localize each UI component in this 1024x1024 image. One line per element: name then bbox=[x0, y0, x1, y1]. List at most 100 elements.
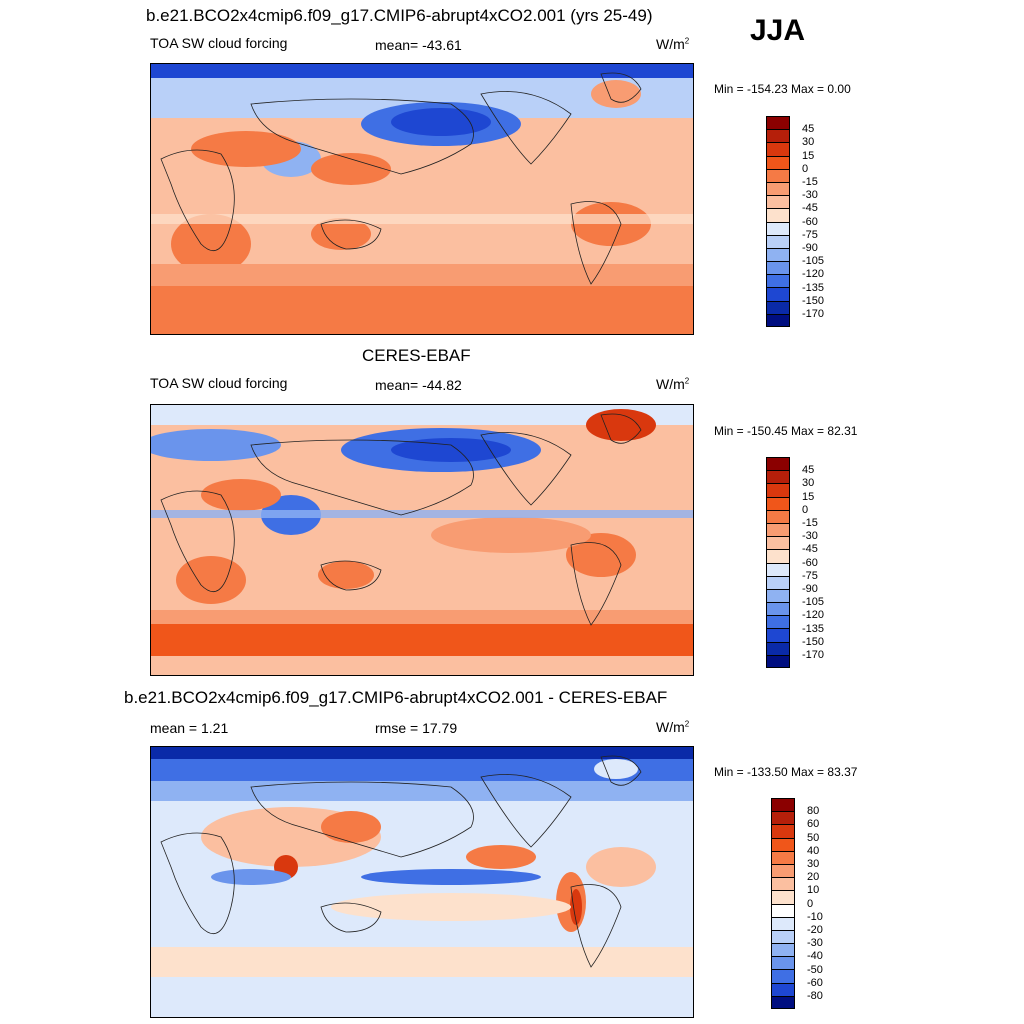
colorbar-swatch bbox=[766, 247, 790, 262]
colorbar-swatch bbox=[766, 142, 790, 156]
colorbar-swatch bbox=[771, 890, 795, 904]
colorbar-label: -60 bbox=[802, 215, 818, 228]
colorbar-label: 30 bbox=[807, 858, 820, 870]
panel-2-title: CERES-EBAF bbox=[362, 346, 471, 365]
colorbar-label: -105 bbox=[802, 255, 825, 268]
colorbar-swatch bbox=[771, 811, 795, 825]
colorbar-swatch bbox=[766, 300, 790, 314]
colorbar-swatch bbox=[766, 221, 790, 235]
panel-3-rmse-label: rmse = 17.79 bbox=[375, 720, 458, 736]
panel-1-map bbox=[150, 63, 694, 335]
colorbar-swatch bbox=[766, 155, 790, 169]
panel-2-colorbar: 45 30 15 0 -15 -30 -45 -60 -75 -90 -105 -120 -135 -15… bbox=[766, 457, 824, 668]
panel-3-mean-label: mean = 1.21 bbox=[150, 720, 229, 736]
colorbar-label: 15 bbox=[802, 149, 815, 162]
colorbar-label: 30 bbox=[802, 477, 815, 490]
colorbar-label: 0 bbox=[802, 162, 809, 175]
colorbar-label: 80 bbox=[807, 805, 820, 818]
colorbar-label: -60 bbox=[807, 976, 823, 989]
colorbar-label: -50 bbox=[807, 963, 823, 976]
colorbar-label: 0 bbox=[802, 503, 809, 516]
colorbar-label: -135 bbox=[802, 622, 825, 635]
colorbar-swatch bbox=[771, 969, 795, 983]
colorbar-swatch bbox=[766, 195, 790, 209]
colorbar-swatch bbox=[766, 549, 790, 563]
colorbar-label: -150 bbox=[802, 294, 825, 307]
colorbar-swatch bbox=[766, 562, 790, 576]
colorbar-swatch bbox=[771, 956, 795, 970]
colorbar-label: 60 bbox=[807, 818, 820, 831]
panel-1-variable-label: TOA SW cloud forcing bbox=[150, 35, 288, 51]
colorbar-swatch bbox=[771, 824, 795, 838]
panel-3-map bbox=[150, 746, 694, 1018]
colorbar-swatch bbox=[766, 168, 790, 182]
colorbar-label: -15 bbox=[802, 517, 818, 529]
colorbar-label: -90 bbox=[802, 242, 818, 254]
colorbar-label: 45 bbox=[802, 123, 815, 136]
colorbar-label: 20 bbox=[807, 871, 820, 884]
colorbar-swatch bbox=[771, 982, 795, 996]
colorbar-swatch bbox=[771, 877, 795, 891]
panel-2-map-field bbox=[151, 405, 693, 675]
colorbar-swatch bbox=[771, 837, 795, 851]
colorbar-label: -80 bbox=[807, 990, 823, 1002]
colorbar-label: 40 bbox=[807, 844, 820, 857]
colorbar-label: -60 bbox=[802, 556, 818, 569]
colorbar-label: -135 bbox=[802, 281, 825, 294]
colorbar-label: -170 bbox=[802, 308, 825, 320]
panel-1-title: b.e21.BCO2x4cmip6.f09_g17.CMIP6-abrupt4x… bbox=[146, 6, 653, 25]
colorbar-swatch bbox=[771, 916, 795, 930]
colorbar-label: -75 bbox=[802, 569, 818, 582]
colorbar-swatch bbox=[766, 234, 790, 248]
colorbar-label: -150 bbox=[802, 635, 825, 648]
colorbar-label: -45 bbox=[802, 202, 818, 215]
colorbar-label: -75 bbox=[802, 228, 818, 241]
colorbar-swatch bbox=[766, 588, 790, 603]
panel-3-units: W/m2 bbox=[656, 719, 690, 735]
panel-2-units: W/m2 bbox=[656, 376, 690, 392]
panel-1-mean-label: mean= -43.61 bbox=[375, 37, 462, 53]
colorbar-label: -30 bbox=[807, 937, 823, 950]
colorbar-label: 30 bbox=[802, 136, 815, 149]
colorbar-label: -10 bbox=[807, 910, 823, 923]
colorbar-swatch bbox=[766, 483, 790, 497]
colorbar-swatch bbox=[766, 274, 790, 288]
colorbar-label: -120 bbox=[802, 268, 825, 281]
colorbar-label: -170 bbox=[802, 649, 825, 661]
colorbar-label: -30 bbox=[802, 530, 818, 543]
colorbar-swatch bbox=[766, 575, 790, 589]
colorbar-swatch bbox=[771, 863, 795, 878]
panel-3-colorbar: 80 60 50 40 30 20 10 0 -10 -20 -30 -40 -50 -60 -80 bbox=[771, 798, 823, 1009]
colorbar-label: -45 bbox=[802, 543, 818, 556]
panel-1-map-field bbox=[151, 64, 693, 334]
colorbar-swatch bbox=[771, 798, 795, 812]
colorbar-swatch bbox=[771, 995, 795, 1009]
colorbar-label: 45 bbox=[802, 464, 815, 477]
colorbar-swatch bbox=[766, 641, 790, 655]
colorbar-swatch bbox=[766, 654, 790, 668]
panel-2-min-max: Min = -150.45 Max = 82.31 bbox=[714, 424, 858, 438]
colorbar-swatch bbox=[771, 943, 795, 957]
colorbar-swatch bbox=[766, 129, 790, 143]
panel-2-map bbox=[150, 404, 694, 676]
colorbar-swatch bbox=[766, 287, 790, 301]
colorbar-swatch bbox=[771, 929, 795, 944]
panel-2-variable-label: TOA SW cloud forcing bbox=[150, 375, 288, 391]
colorbar-label: -90 bbox=[802, 583, 818, 595]
colorbar-swatch bbox=[766, 261, 790, 275]
colorbar-label: -15 bbox=[802, 176, 818, 188]
colorbar-swatch bbox=[766, 522, 790, 537]
colorbar-swatch bbox=[771, 903, 795, 917]
colorbar-swatch bbox=[766, 536, 790, 550]
panel-3-title: b.e21.BCO2x4cmip6.f09_g17.CMIP6-abrupt4x… bbox=[124, 688, 668, 707]
colorbar-label: -105 bbox=[802, 596, 825, 609]
colorbar-label: -120 bbox=[802, 609, 825, 622]
colorbar-swatch bbox=[766, 116, 790, 130]
colorbar-label: 15 bbox=[802, 490, 815, 503]
colorbar-label: 10 bbox=[807, 884, 820, 897]
panel-3-map-field bbox=[151, 747, 693, 1017]
panel-3-min-max: Min = -133.50 Max = 83.37 bbox=[714, 765, 858, 779]
colorbar-label: -20 bbox=[807, 924, 823, 936]
colorbar-swatch bbox=[766, 615, 790, 629]
colorbar-swatch bbox=[766, 313, 790, 327]
